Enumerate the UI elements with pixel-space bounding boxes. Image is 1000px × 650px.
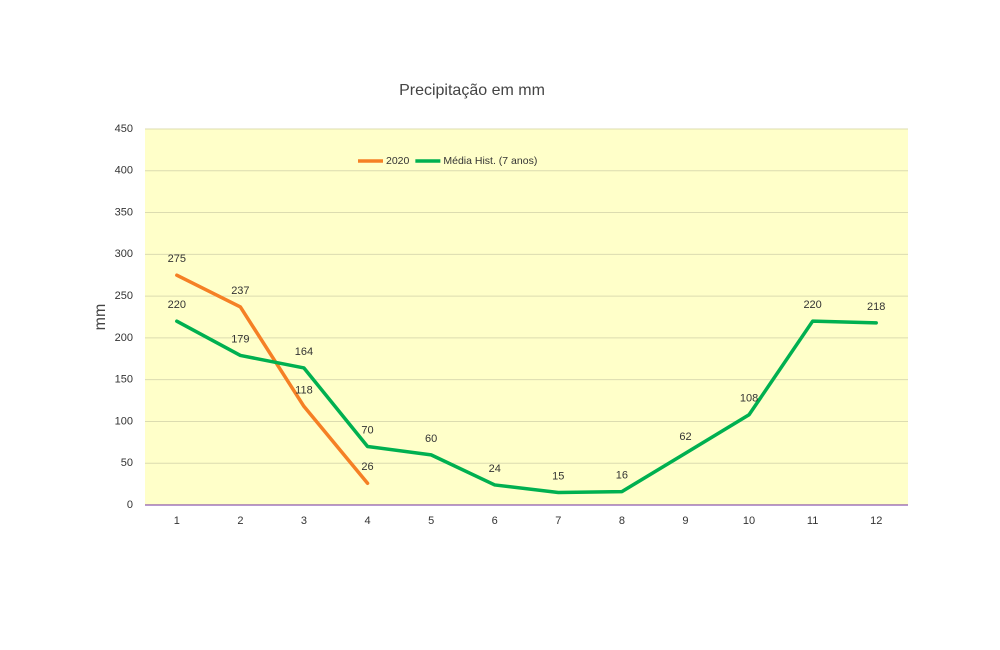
x-tick-label: 7: [555, 515, 561, 527]
data-label: 108: [740, 393, 758, 405]
y-tick-label: 400: [115, 165, 133, 177]
x-tick-label: 2: [237, 515, 243, 527]
data-label: 118: [295, 384, 313, 396]
x-tick-label: 11: [807, 515, 818, 527]
x-tick-label: 10: [743, 515, 755, 527]
data-label: 15: [552, 470, 564, 482]
x-tick-label: 8: [619, 515, 625, 527]
x-tick-label: 9: [682, 515, 688, 527]
data-label: 62: [679, 431, 691, 443]
x-tick-label: 12: [870, 515, 882, 527]
y-tick-label: 50: [121, 457, 133, 469]
y-tick-label: 200: [115, 332, 133, 344]
data-label: 220: [803, 299, 821, 311]
chart-title: Precipitação em mm: [399, 82, 545, 99]
x-tick-label: 4: [364, 515, 370, 527]
data-label: 218: [867, 301, 885, 313]
series-line: [175, 319, 878, 495]
legend-label: 2020: [386, 155, 410, 167]
plot-area: [145, 129, 908, 505]
y-tick-label: 0: [127, 499, 133, 511]
y-tick-label: 350: [115, 206, 133, 218]
data-label: 70: [361, 424, 373, 436]
data-label: 275: [168, 253, 186, 265]
data-label: 220: [168, 299, 186, 311]
y-axis-title: mm: [92, 304, 109, 331]
data-label: 237: [231, 285, 249, 297]
x-tick-label: 5: [428, 515, 434, 527]
data-label: 179: [231, 333, 249, 345]
data-label: 26: [361, 461, 373, 473]
data-label: 16: [616, 470, 628, 482]
legend-label: Média Hist. (7 anos): [443, 155, 537, 167]
x-tick-label: 1: [174, 515, 180, 527]
x-tick-label: 3: [301, 515, 307, 527]
y-tick-label: 100: [115, 415, 133, 427]
series-line: [175, 273, 370, 486]
x-tick-label: 6: [492, 515, 498, 527]
data-label: 60: [425, 433, 437, 445]
y-tick-label: 150: [115, 374, 133, 386]
data-label: 164: [295, 346, 313, 358]
y-tick-label: 300: [115, 248, 133, 260]
data-label: 24: [489, 463, 501, 475]
y-tick-label: 450: [115, 123, 133, 135]
y-tick-label: 250: [115, 290, 133, 302]
